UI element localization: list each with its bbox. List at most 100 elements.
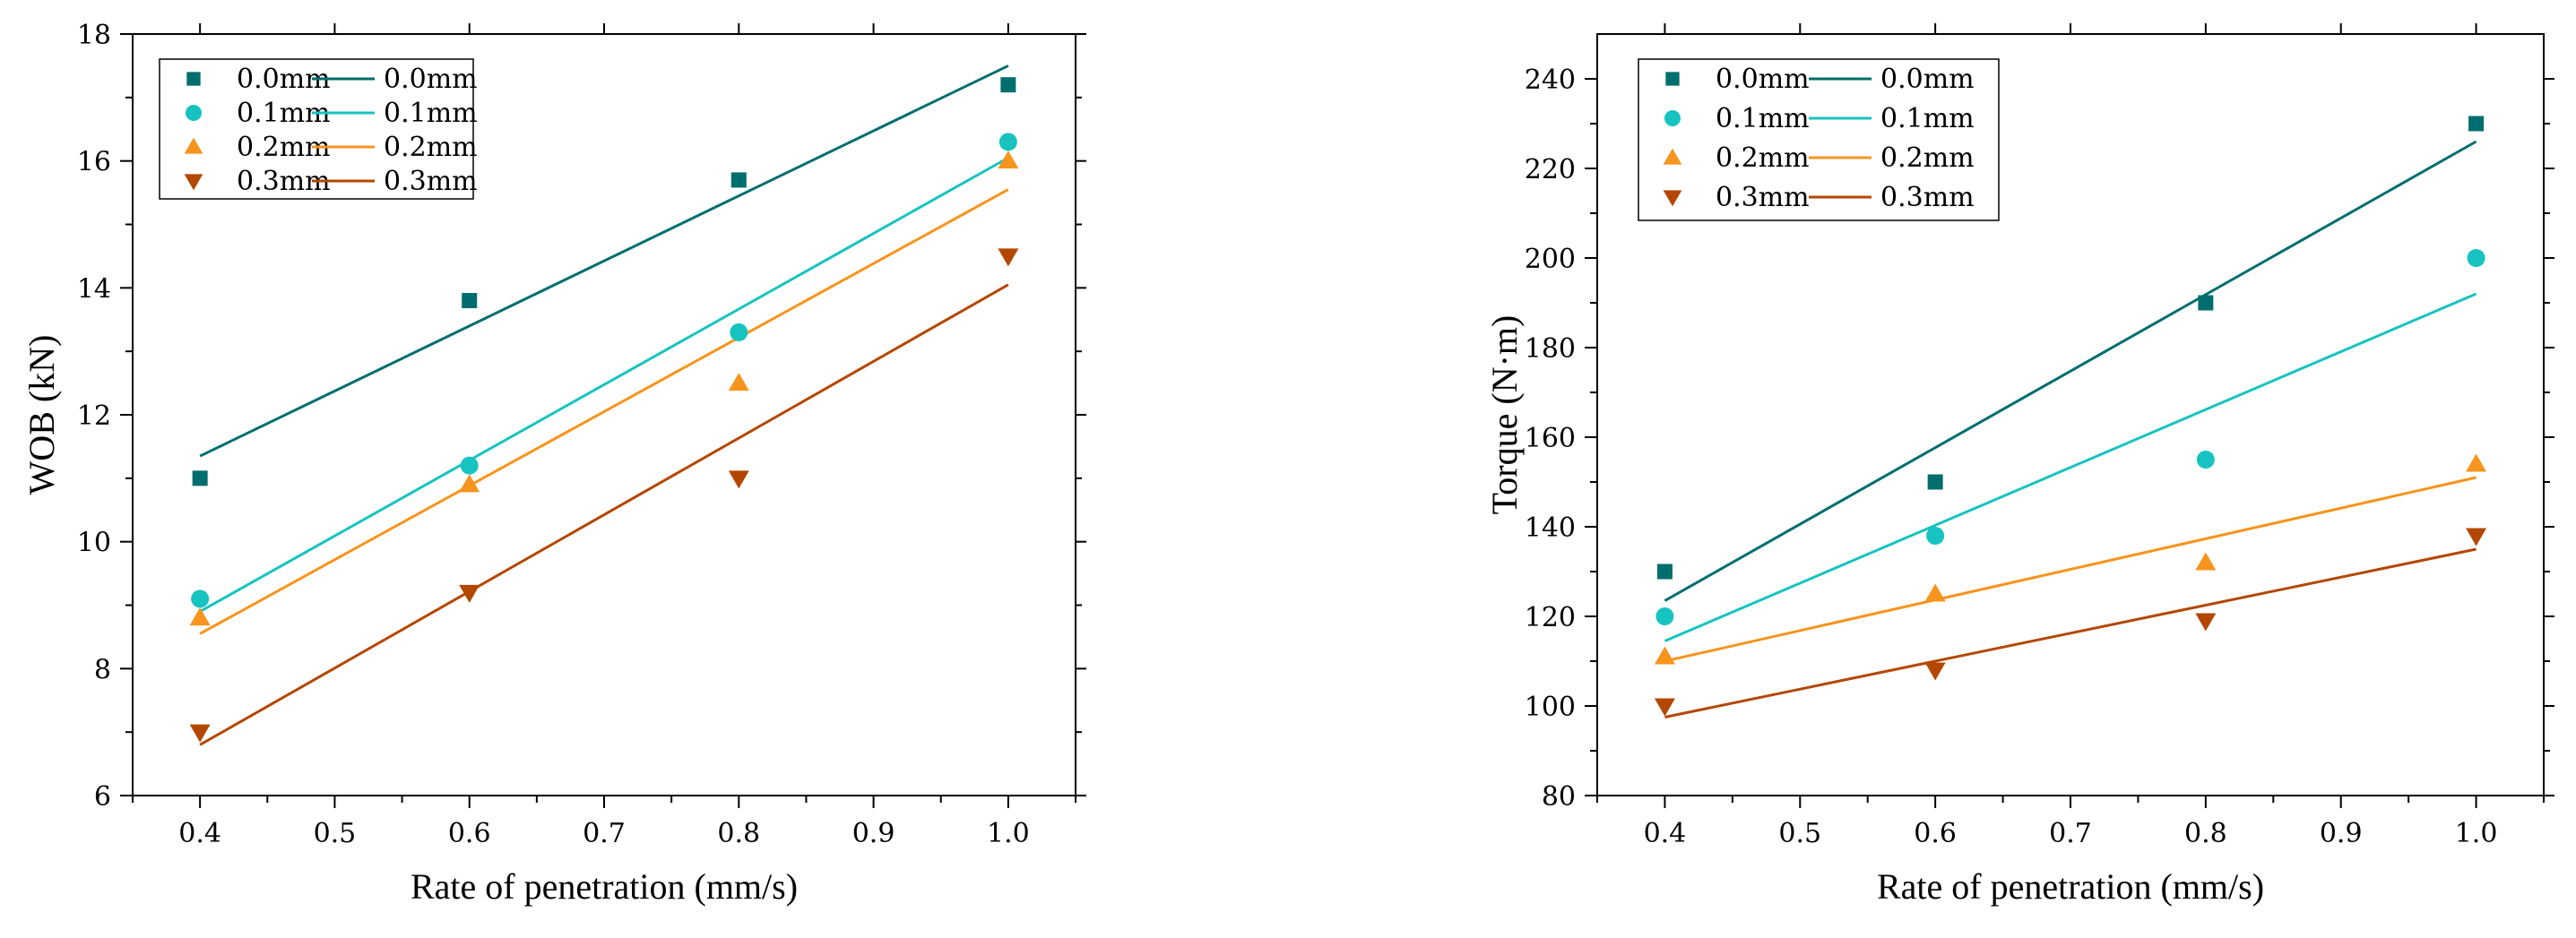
wob-fit-line-2 xyxy=(199,188,1009,635)
torque-legend-label-1: 0.1mm xyxy=(1716,103,1810,134)
torque-fit-line-2 xyxy=(1664,476,2477,663)
torque-legend-label-2: 0.2mm xyxy=(1716,142,1810,174)
torque-legend-marker-1 xyxy=(1664,110,1681,126)
torque-fit-line-0 xyxy=(1664,140,2477,602)
torque-y-tick-label: 80 xyxy=(1542,781,1576,813)
torque-y-tick-label: 220 xyxy=(1525,154,1576,185)
torque-data-point-0 xyxy=(2468,116,2485,132)
wob-fit-line-0 xyxy=(199,65,1009,458)
torque-data-point-0 xyxy=(1656,564,1673,580)
wob-legend-fit-label-2: 0.2mm xyxy=(384,132,478,163)
wob-x-tick-label: 0.8 xyxy=(717,818,760,849)
torque-x-tick-label: 0.6 xyxy=(1914,818,1957,849)
torque-y-tick-label: 240 xyxy=(1525,65,1576,96)
wob-y-tick-label: 14 xyxy=(77,273,111,305)
wob-y-tick-label: 18 xyxy=(77,20,111,51)
wob-data-point-1 xyxy=(460,456,479,475)
wob-fit-line-1 xyxy=(199,156,1009,613)
wob-data-point-3 xyxy=(998,248,1019,267)
torque-x-axis-title: Rate of penetration (mm/s) xyxy=(1877,866,2264,907)
torque-y-tick-label: 100 xyxy=(1525,692,1576,723)
wob-x-tick-label: 1.0 xyxy=(987,818,1030,849)
wob-x-axis-title: Rate of penetration (mm/s) xyxy=(411,866,798,907)
torque-legend-fit-label-2: 0.2mm xyxy=(1880,142,1975,174)
torque-legend-marker-2 xyxy=(1663,148,1682,165)
torque-data-point-1 xyxy=(2467,249,2485,267)
wob-x-tick-label: 0.6 xyxy=(448,818,491,849)
wob-data-point-0 xyxy=(1000,77,1016,93)
torque-legend-fit-label-1: 0.1mm xyxy=(1880,103,1975,134)
wob-data-point-1 xyxy=(730,323,748,341)
wob-x-tick-label: 0.5 xyxy=(314,818,357,849)
wob-plot-frame xyxy=(132,33,1076,796)
wob-legend-fit-label-1: 0.1mm xyxy=(384,98,478,129)
torque-legend-label-3: 0.3mm xyxy=(1716,182,1810,213)
torque-y-axis-title: Torque (N·m) xyxy=(1484,315,1525,515)
torque-legend-marker-3 xyxy=(1663,190,1682,207)
wob-y-tick-label: 10 xyxy=(77,528,111,559)
torque-data-point-1 xyxy=(1926,527,1945,545)
wob-legend-marker-2 xyxy=(184,137,203,154)
torque-legend-marker-0 xyxy=(1665,72,1680,86)
torque-data-point-3 xyxy=(1654,698,1675,717)
torque-x-tick-label: 0.5 xyxy=(1778,818,1821,849)
wob-data-point-1 xyxy=(191,589,210,608)
wob-chart: 0.4 0.5 0.6 0.7 0.8 0.9 1.0 6 8 10 12 14 16 18 Rate o… xyxy=(22,20,1086,907)
torque-y-tick-label: 180 xyxy=(1525,333,1576,365)
torque-data-point-0 xyxy=(2198,295,2214,311)
torque-data-point-2 xyxy=(1654,646,1675,665)
wob-legend-marker-1 xyxy=(186,105,202,121)
torque-data-point-1 xyxy=(2196,451,2215,469)
torque-data-point-3 xyxy=(2466,528,2487,546)
wob-x-tick-label: 0.4 xyxy=(178,818,221,849)
wob-fit-line-3 xyxy=(199,283,1009,746)
wob-data-point-2 xyxy=(728,373,749,392)
torque-fit-line-3 xyxy=(1664,547,2477,719)
torque-legend-fit-label-3: 0.3mm xyxy=(1880,182,1975,213)
wob-data-point-0 xyxy=(192,470,208,486)
torque-data-point-2 xyxy=(1924,583,1946,602)
wob-data-point-2 xyxy=(189,607,211,626)
torque-x-tick-label: 0.7 xyxy=(2049,818,2092,849)
torque-data-point-2 xyxy=(2466,453,2487,472)
torque-data-point-3 xyxy=(1924,662,1946,681)
wob-y-tick-label: 6 xyxy=(94,781,111,813)
wob-legend-box xyxy=(159,58,474,200)
wob-x-tick-label: 0.7 xyxy=(583,818,626,849)
torque-data-point-1 xyxy=(1655,607,1674,625)
torque-y-tick-label: 120 xyxy=(1525,602,1576,633)
wob-legend-marker-0 xyxy=(186,72,201,86)
torque-x-tick-label: 0.9 xyxy=(2320,818,2363,849)
wob-data-point-1 xyxy=(998,133,1017,151)
torque-x-tick-label: 0.4 xyxy=(1644,818,1687,849)
wob-legend-fit-label-3: 0.3mm xyxy=(384,166,478,197)
torque-plot-frame xyxy=(1596,33,2545,796)
wob-y-tick-label: 16 xyxy=(77,147,111,178)
wob-data-point-3 xyxy=(459,584,480,603)
torque-y-tick-label: 200 xyxy=(1525,244,1576,275)
wob-legend-fit-label-0: 0.0mm xyxy=(384,64,478,95)
wob-y-axis-title: WOB (kN) xyxy=(22,335,62,495)
wob-legend-marker-3 xyxy=(184,174,203,191)
torque-y-tick-label: 140 xyxy=(1525,512,1576,544)
wob-data-point-0 xyxy=(462,293,478,308)
torque-data-point-3 xyxy=(2195,613,2217,632)
torque-chart: 0.4 0.5 0.6 0.7 0.8 0.9 1.0 80 100 120 140 160 180 20… xyxy=(1484,23,2554,907)
wob-y-tick-label: 12 xyxy=(77,400,111,432)
torque-data-point-0 xyxy=(1927,474,1943,490)
torque-x-tick-label: 1.0 xyxy=(2455,818,2498,849)
torque-legend-label-0: 0.0mm xyxy=(1716,64,1810,95)
torque-fit-line-1 xyxy=(1664,292,2477,642)
torque-x-tick-label: 0.8 xyxy=(2184,818,2227,849)
torque-legend-fit-label-0: 0.0mm xyxy=(1880,64,1975,95)
wob-y-tick-label: 8 xyxy=(94,654,111,685)
torque-legend: 0.0mm 0.0mm 0.1mm 0.1mm 0.2mm 0.2mm 0.3mm 0.3mm xyxy=(1638,58,2000,221)
wob-data-point-3 xyxy=(728,470,749,489)
torque-legend-box xyxy=(1638,58,2000,221)
wob-data-point-2 xyxy=(459,474,480,493)
torque-y-tick-label: 160 xyxy=(1525,423,1576,454)
wob-x-tick-label: 0.9 xyxy=(852,818,895,849)
wob-data-point-0 xyxy=(730,172,747,188)
